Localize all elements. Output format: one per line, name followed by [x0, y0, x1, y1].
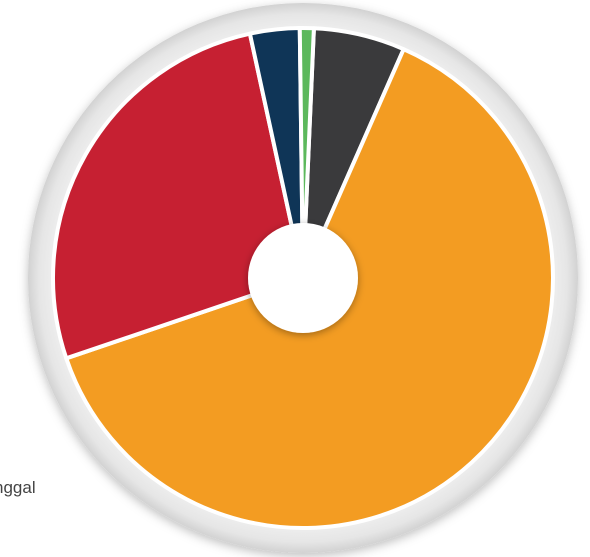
- pie-slice-5: [297, 26, 316, 280]
- donut-hole: [248, 223, 358, 333]
- pie-slice-3: [51, 31, 305, 361]
- partial-legend-label: nggal: [0, 478, 36, 497]
